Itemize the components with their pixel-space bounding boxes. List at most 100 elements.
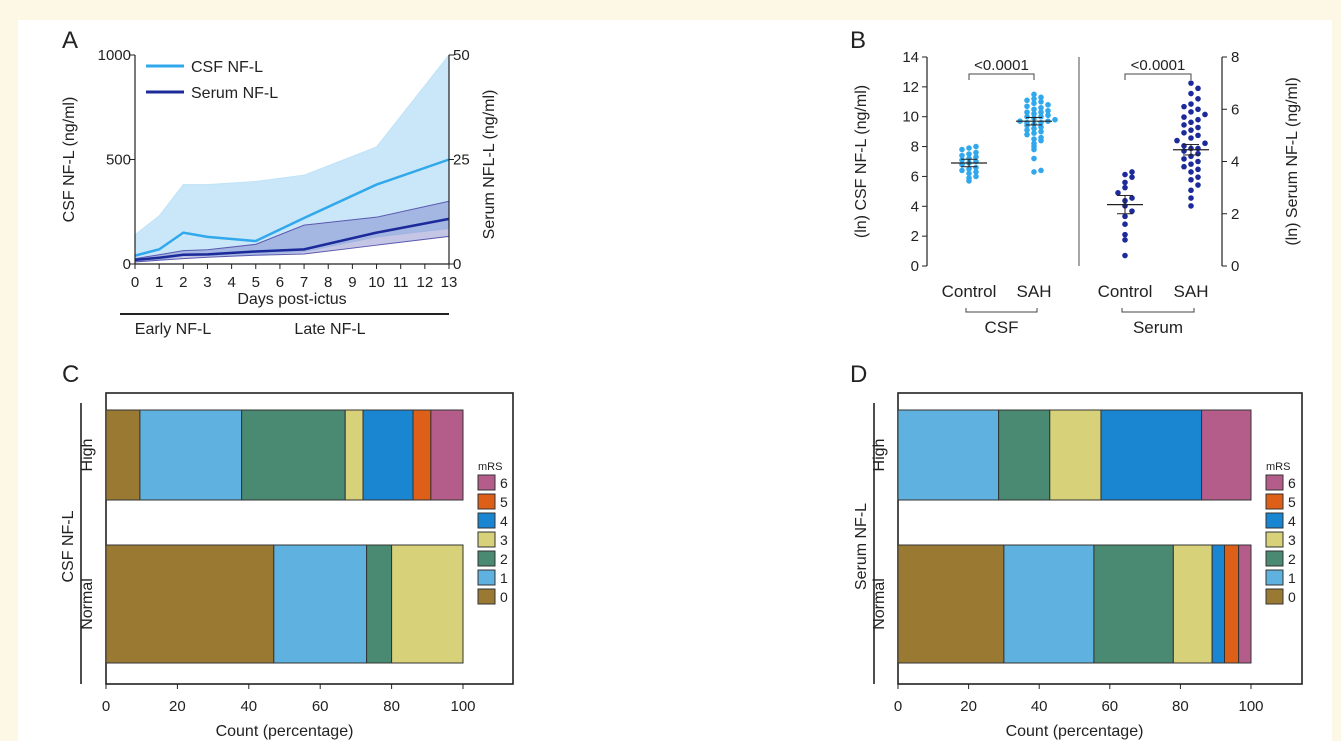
x-tick-label: 20 bbox=[169, 698, 186, 715]
category-label: Normal bbox=[871, 578, 888, 630]
scatter-point bbox=[1045, 107, 1051, 114]
sample-bracket bbox=[965, 308, 1038, 313]
scatter-point bbox=[1195, 96, 1201, 102]
legend-swatch-mrs-3 bbox=[1265, 531, 1284, 548]
scatter-point bbox=[1122, 231, 1128, 238]
y-tick-label: 8 bbox=[911, 139, 919, 156]
x-tick-label: 8 bbox=[324, 274, 332, 291]
serum-nfl-line bbox=[134, 217, 450, 262]
scatter-point bbox=[1195, 85, 1201, 92]
scatter-point bbox=[1181, 148, 1187, 154]
bar-segment-mrs-0 bbox=[105, 409, 141, 501]
scatter-point bbox=[1031, 100, 1037, 107]
bar-segment-mrs-3 bbox=[1049, 409, 1102, 501]
scatter-point bbox=[1188, 187, 1194, 194]
y-tick-label: 0 bbox=[911, 258, 919, 275]
x-tick-label: 1 bbox=[155, 274, 163, 291]
x-tick-label: 80 bbox=[1172, 698, 1189, 715]
bar-segment-mrs-6 bbox=[430, 409, 464, 501]
y2-axis-title: Serum NFL-L (ng/ml) bbox=[481, 90, 498, 240]
scatter-point bbox=[966, 145, 972, 151]
scatter-point bbox=[1195, 106, 1201, 113]
scatter-point bbox=[1038, 98, 1044, 105]
scatter-point bbox=[973, 164, 979, 171]
legend-swatch-mrs-1 bbox=[1265, 569, 1284, 586]
legend-label-mrs-2: 2 bbox=[1288, 551, 1296, 567]
legend-label-mrs-1: 1 bbox=[1288, 570, 1296, 586]
bar-segment-mrs-3 bbox=[391, 544, 464, 664]
bar-segment-mrs-1 bbox=[1003, 544, 1095, 664]
x-tick-label: 60 bbox=[1101, 698, 1118, 715]
scatter-point bbox=[1195, 182, 1201, 188]
legend-label-mrs-0: 0 bbox=[500, 589, 508, 605]
scatter-point bbox=[959, 157, 965, 163]
y-tick-label: 14 bbox=[902, 49, 919, 66]
scatter-point bbox=[973, 154, 979, 160]
legend-swatch-mrs-3 bbox=[477, 531, 496, 548]
bar-segment-mrs-2 bbox=[241, 409, 346, 501]
category-label: High bbox=[79, 439, 96, 472]
scatter-point bbox=[1122, 252, 1128, 259]
scatter-point bbox=[966, 155, 972, 162]
group-label: Control bbox=[1098, 282, 1153, 301]
y2-tick-label: 0 bbox=[453, 256, 461, 273]
scatter-point bbox=[1195, 166, 1201, 173]
scatter-point bbox=[1129, 208, 1135, 214]
scatter-point bbox=[1195, 158, 1201, 165]
x-axis-title: Count (percentage) bbox=[216, 723, 354, 740]
x-tick-label: 0 bbox=[102, 698, 110, 715]
legend-label-csf: CSF NF-L bbox=[191, 59, 263, 76]
x-tick-label: 9 bbox=[348, 274, 356, 291]
x-axis-title: Days post-ictus bbox=[237, 291, 346, 308]
y-tick-label: 2 bbox=[911, 228, 919, 245]
legend-label-mrs-0: 0 bbox=[1288, 589, 1296, 605]
bar-segment-mrs-6 bbox=[1201, 409, 1252, 501]
x-axis-title: Count (percentage) bbox=[1006, 723, 1144, 740]
x-tick-label: 100 bbox=[1238, 698, 1263, 715]
scatter-point bbox=[1122, 213, 1128, 220]
scatter-point bbox=[1188, 109, 1194, 115]
csf-nfl-line bbox=[134, 158, 450, 257]
scatter-point bbox=[1181, 129, 1187, 136]
y2-tick-label: 6 bbox=[1231, 101, 1239, 118]
panel-b-chart: 0 2 4 6 8 10 12 14 0 2 4 6 8 (ln) CSF NF-L (ng/ml) (ln… bbox=[853, 49, 1301, 337]
scatter-point bbox=[1122, 179, 1128, 186]
panel-label-d: D bbox=[850, 361, 867, 388]
legend-label-mrs-5: 5 bbox=[1288, 494, 1296, 510]
legend-swatch-mrs-1 bbox=[477, 569, 496, 586]
bar-segment-mrs-6 bbox=[1238, 544, 1252, 664]
y-tick-label: 4 bbox=[911, 198, 919, 215]
y2-tick-label: 4 bbox=[1231, 154, 1239, 171]
scatter-point bbox=[1129, 169, 1135, 175]
bar-segment-mrs-1 bbox=[273, 544, 368, 664]
legend-label-mrs-6: 6 bbox=[1288, 475, 1296, 491]
x-tick-label: 7 bbox=[300, 274, 308, 291]
panel-label-a: A bbox=[62, 27, 78, 54]
scatter-point bbox=[1181, 122, 1187, 128]
scatter-point bbox=[966, 151, 972, 157]
y-tick-label: 12 bbox=[902, 79, 919, 96]
group-label: Control bbox=[942, 282, 997, 301]
legend-swatch-mrs-4 bbox=[477, 512, 496, 529]
scatter-point bbox=[1052, 116, 1058, 123]
scatter-point bbox=[1188, 203, 1194, 209]
y-axis-title: CSF NF-L bbox=[60, 510, 77, 582]
significance-bracket bbox=[968, 73, 1035, 80]
scatter-point bbox=[1024, 109, 1030, 116]
legend-swatch-mrs-5 bbox=[477, 493, 496, 510]
bar-segment-mrs-0 bbox=[897, 544, 1005, 664]
scatter-point bbox=[1181, 163, 1187, 170]
y-tick-label: 500 bbox=[106, 152, 131, 169]
scatter-point bbox=[959, 152, 965, 159]
scatter-point bbox=[1038, 113, 1044, 120]
bar-segment-mrs-3 bbox=[1172, 544, 1213, 664]
legend-label-mrs-2: 2 bbox=[500, 551, 508, 567]
scatter-point bbox=[1188, 119, 1194, 126]
legend-label-mrs-3: 3 bbox=[500, 532, 508, 548]
scatter-point bbox=[966, 175, 972, 181]
bar-segment-mrs-2 bbox=[998, 409, 1051, 501]
scatter-point bbox=[1188, 161, 1194, 167]
y2-tick-label: 25 bbox=[453, 152, 470, 169]
